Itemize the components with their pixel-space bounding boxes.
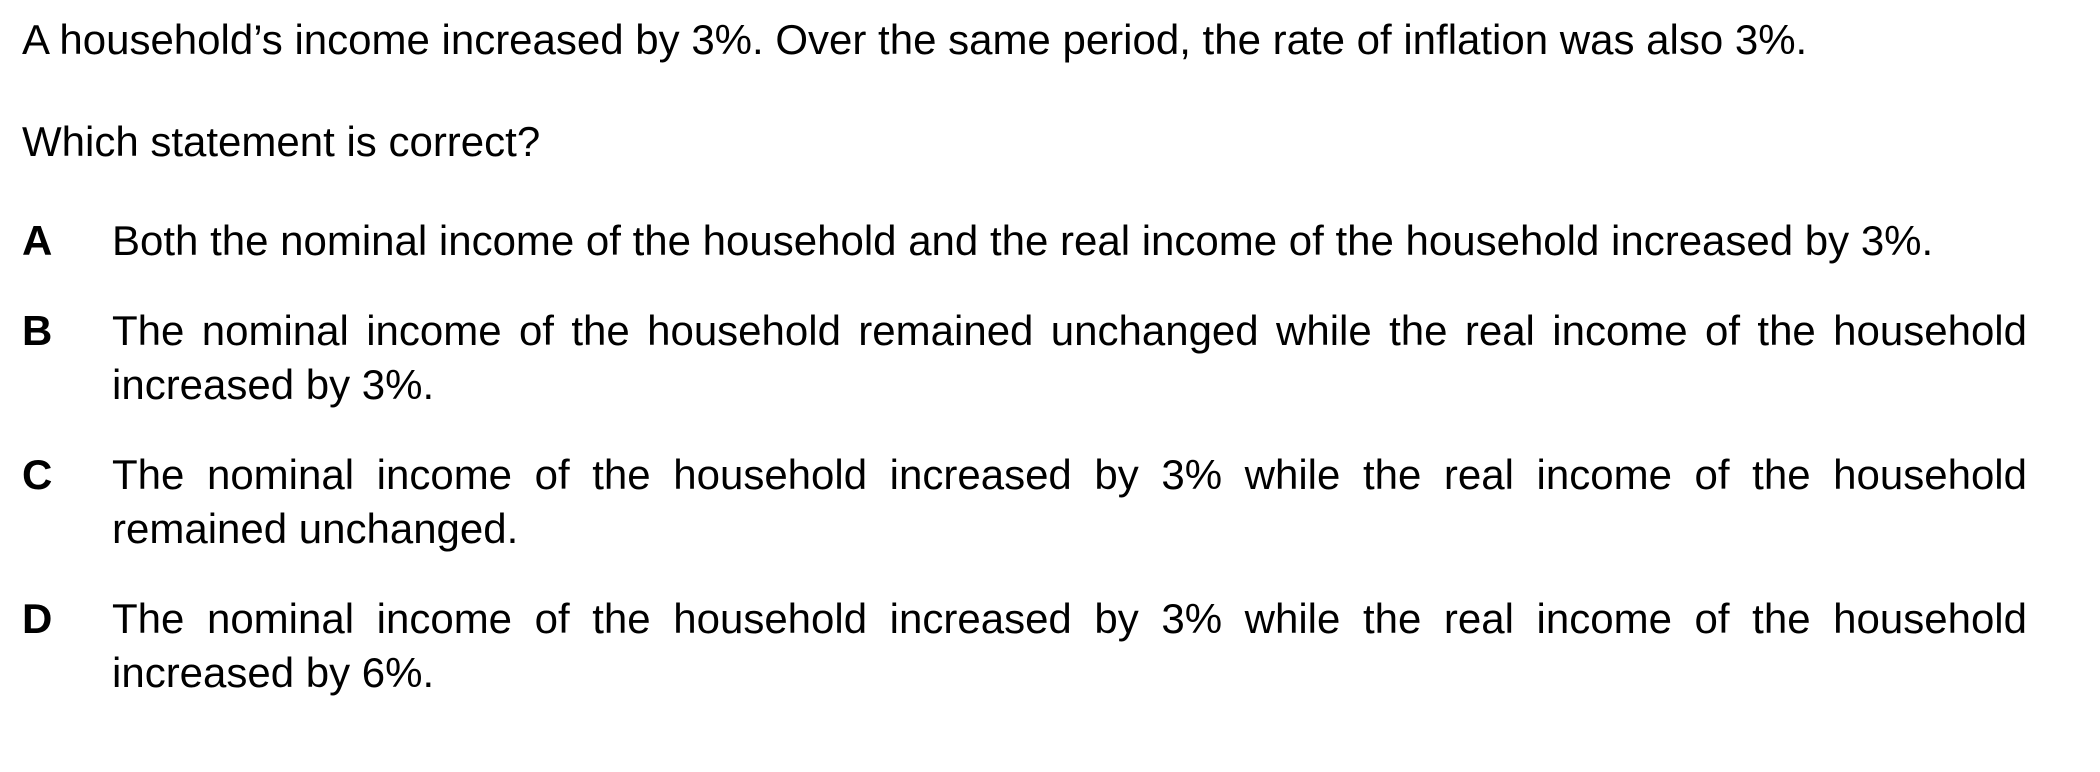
option-c-letter: C [22,451,53,498]
option-a[interactable]: A Both the nominal income of the househo… [22,214,2027,268]
option-c[interactable]: C The nominal income of the household in… [22,448,2027,556]
option-c-text: The nominal income of the household incr… [112,451,2027,552]
option-b-text: The nominal income of the household rema… [112,307,2027,408]
option-b[interactable]: B The nominal income of the household re… [22,304,2027,412]
option-d-letter: D [22,595,53,642]
option-d-text: The nominal income of the household incr… [112,595,2027,696]
option-a-letter: A [22,217,53,264]
option-a-text: Both the nominal income of the household… [112,217,1934,264]
question-document: A household’s income increased by 3%. Ov… [22,14,2027,736]
option-d[interactable]: D The nominal income of the household in… [22,592,2027,700]
question-stem: A household’s income increased by 3%. Ov… [22,16,1808,63]
question-prompt: Which statement is correct? [22,118,541,165]
option-b-letter: B [22,307,53,354]
answer-options: A Both the nominal income of the househo… [22,214,2027,700]
